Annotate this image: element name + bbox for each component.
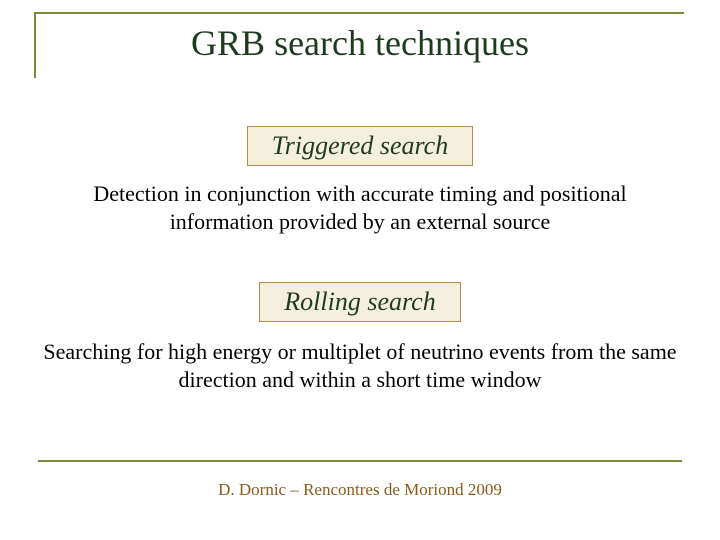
footer-divider xyxy=(38,460,682,462)
section-2-heading-wrap: Rolling search xyxy=(0,282,720,322)
section-2-description: Searching for high energy or multiplet o… xyxy=(40,338,680,393)
section-2-heading: Rolling search xyxy=(259,282,460,322)
section-1-heading-wrap: Triggered search xyxy=(0,126,720,166)
section-1-description: Detection in conjunction with accurate t… xyxy=(60,180,660,235)
slide-title: GRB search techniques xyxy=(0,22,720,64)
footer-text: D. Dornic – Rencontres de Moriond 2009 xyxy=(0,480,720,500)
section-1-heading: Triggered search xyxy=(247,126,473,166)
